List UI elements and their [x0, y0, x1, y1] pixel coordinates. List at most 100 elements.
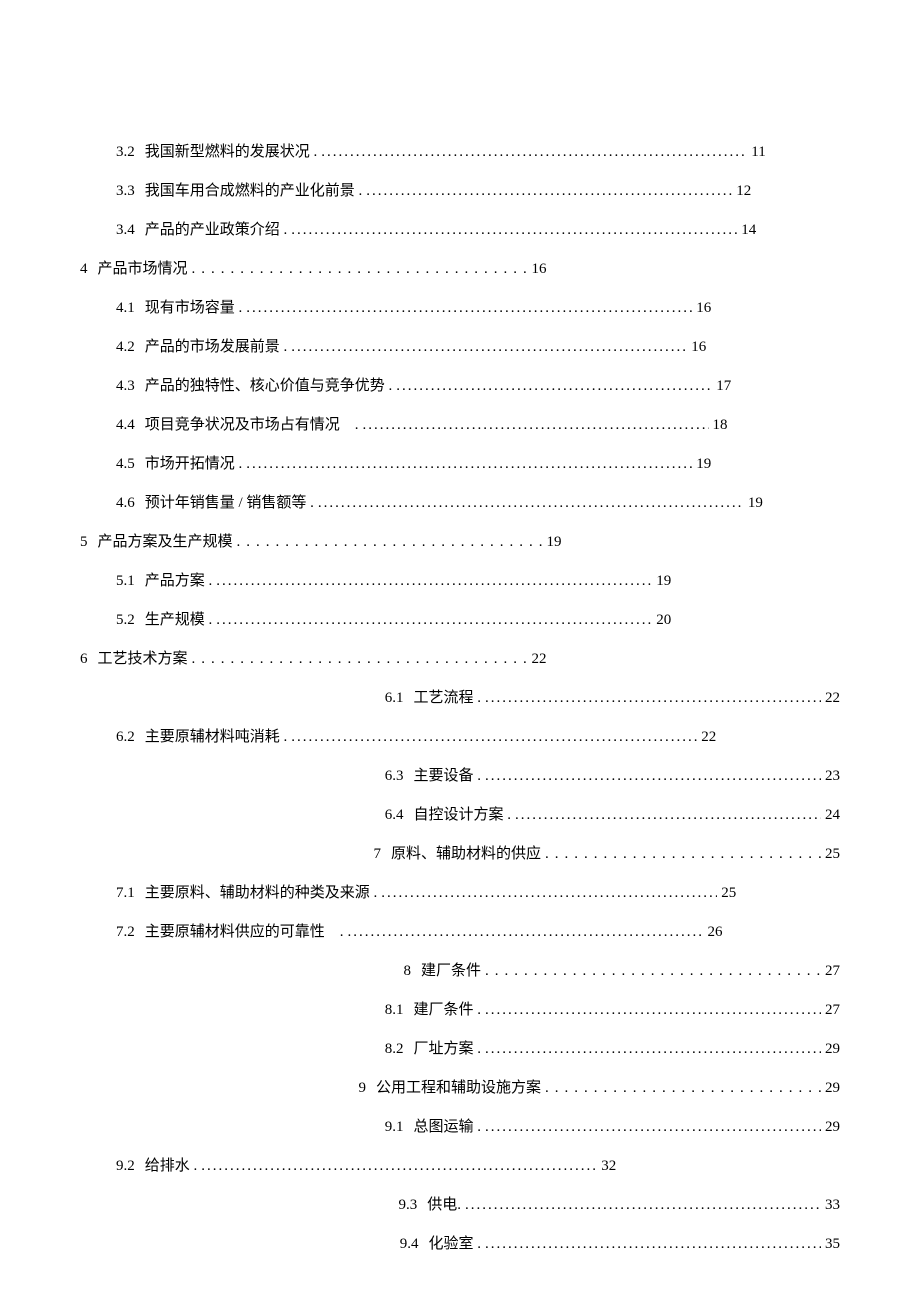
toc-leader-dots: ........................................…	[392, 378, 712, 395]
toc-entry-page: 29	[821, 1119, 840, 1136]
toc-entry: 7原料、辅助材料的供应.............................…	[80, 842, 840, 863]
toc-entry-page: 14	[737, 222, 756, 239]
toc-entry: 5产品方案及生产规模..............................…	[80, 530, 840, 551]
toc-leader-dots: ........................................…	[481, 690, 821, 707]
toc-entry: 4.6预计年销售量 / 销售额等 .......................…	[80, 491, 840, 512]
toc-leader-dots: ........................................…	[541, 846, 821, 863]
toc-entry-number: 4.3	[116, 378, 145, 395]
toc-entry-page: 27	[821, 1002, 840, 1019]
toc-entry-title: 主要设备 .	[413, 764, 481, 785]
toc-entry-page: 22	[821, 690, 840, 707]
toc-entry-number: 5.2	[116, 612, 145, 629]
toc-entry: 9.1总图运输 ................................…	[80, 1115, 840, 1136]
toc-entry-title: 公用工程和辅助设施方案	[376, 1076, 541, 1097]
toc-entry-number: 5.1	[116, 573, 145, 590]
toc-entry-number: 7.2	[116, 924, 145, 941]
toc-entry-number: 3.4	[116, 222, 145, 239]
toc-entry-title: 化验室 .	[428, 1232, 481, 1253]
toc-entry-title: 自控设计方案 .	[413, 803, 511, 824]
toc-entry-page: 16	[692, 300, 711, 317]
toc-leader-dots: ........................................…	[481, 1119, 821, 1136]
toc-entry-number: 4.2	[116, 339, 145, 356]
toc-leader-dots: ........................................…	[481, 1002, 821, 1019]
toc-entry: 4.4项目竞争状况及市场占有情况 .......................…	[80, 413, 840, 434]
toc-entry-number: 9.3	[398, 1197, 427, 1214]
toc-entry: 6.2主要原辅材料吨消耗 ...........................…	[80, 725, 840, 746]
toc-entry-title: 产品的独特性、核心价值与竞争优势 .	[145, 374, 393, 395]
toc-entry-page: 23	[821, 768, 840, 785]
toc-leader-dots: ........................................…	[344, 924, 704, 941]
toc-leader-dots: ........................................…	[481, 768, 821, 785]
toc-entry-title: 工艺流程 .	[413, 686, 481, 707]
toc-entry-page: 20	[652, 612, 671, 629]
toc-entry-page: 27	[821, 963, 840, 980]
toc-entry: 7.1主要原料、辅助材料的种类及来源 .....................…	[80, 881, 840, 902]
toc-entry-page: 25	[717, 885, 736, 902]
toc-entry-title: 产品的产业政策介绍 .	[145, 218, 288, 239]
toc-entry-number: 7	[373, 846, 391, 863]
toc-entry-number: 6.4	[385, 807, 414, 824]
toc-entry-number: 8	[403, 963, 421, 980]
toc-entry-title: 产品方案及生产规模	[98, 530, 233, 551]
toc-entry-title: 市场开拓情况 .	[145, 452, 243, 473]
toc-leader-dots: ........................................…	[242, 300, 692, 317]
toc-leader-dots: ........................................…	[541, 1080, 821, 1097]
toc-entry: 8.2厂址方案 ................................…	[80, 1037, 840, 1058]
toc-entry-number: 3.3	[116, 183, 145, 200]
toc-entry: 5.2生产规模 ................................…	[80, 608, 840, 629]
toc-entry: 6.1工艺流程 ................................…	[80, 686, 840, 707]
toc-leader-dots: ........................................…	[242, 456, 692, 473]
toc-entry-page: 11	[747, 144, 765, 161]
toc-entry-number: 6	[80, 651, 98, 668]
toc-entry-number: 7.1	[116, 885, 145, 902]
toc-entry-number: 9.4	[400, 1236, 429, 1253]
toc-entry-title: 我国新型燃料的发展状况 .	[145, 140, 318, 161]
toc-entry-page: 29	[821, 1080, 840, 1097]
toc-entry-number: 6.1	[385, 690, 414, 707]
toc-entry-title: 主要原辅材料吨消耗 .	[145, 725, 288, 746]
toc-entry-page: 33	[821, 1197, 840, 1214]
toc-entry: 4.3产品的独特性、核心价值与竞争优势 ....................…	[80, 374, 840, 395]
toc-entry-page: 22	[528, 651, 547, 668]
toc-entry-number: 4.4	[116, 417, 145, 434]
toc-entry-page: 17	[712, 378, 731, 395]
toc-entry: 3.2我国新型燃料的发展状况 .........................…	[80, 140, 840, 161]
toc-entry: 3.3我国车用合成燃料的产业化前景 ......................…	[80, 179, 840, 200]
toc-leader-dots: ........................................…	[197, 1158, 597, 1175]
toc-entry-page: 16	[687, 339, 706, 356]
toc-leader-dots: ........................................…	[359, 417, 709, 434]
toc-entry: 4.5市场开拓情况 ..............................…	[80, 452, 840, 473]
toc-entry: 4.2产品的市场发展前景 ...........................…	[80, 335, 840, 356]
toc-leader-dots: ........................................…	[481, 1041, 821, 1058]
toc-entry: 6.3主要设备 ................................…	[80, 764, 840, 785]
toc-entry-page: 16	[528, 261, 547, 278]
toc-entry-page: 18	[709, 417, 728, 434]
toc-entry-title: 预计年销售量 / 销售额等 .	[145, 491, 314, 512]
toc-entry-number: 8.1	[385, 1002, 414, 1019]
toc-entry-number: 9	[358, 1080, 376, 1097]
toc-entry-page: 26	[704, 924, 723, 941]
toc-leader-dots: ........................................…	[481, 963, 821, 980]
toc-entry-number: 5	[80, 534, 98, 551]
toc-entry-number: 4	[80, 261, 98, 278]
toc-entry-title: 现有市场容量 .	[145, 296, 243, 317]
toc-entry-number: 6.2	[116, 729, 145, 746]
toc-entry-title: 产品的市场发展前景 .	[145, 335, 288, 356]
toc-entry: 9.2给排水 .................................…	[80, 1154, 840, 1175]
toc-entry: 8.1建厂条件 ................................…	[80, 998, 840, 1019]
toc-entry-title: 主要原辅材料供应的可靠性 .	[145, 920, 344, 941]
toc-entry-title: 产品市场情况	[98, 257, 188, 278]
toc-entry-title: 厂址方案 .	[413, 1037, 481, 1058]
toc-leader-dots: ........................................…	[317, 144, 747, 161]
toc-entry-page: 19	[744, 495, 763, 512]
toc-entry: 3.4产品的产业政策介绍 ...........................…	[80, 218, 840, 239]
toc-entry-title: 给排水 .	[145, 1154, 198, 1175]
toc-entry-title: 主要原料、辅助材料的种类及来源 .	[145, 881, 378, 902]
toc-leader-dots: ........................................…	[314, 495, 744, 512]
toc-entry-page: 25	[821, 846, 840, 863]
toc-entry-page: 29	[821, 1041, 840, 1058]
toc-entry-number: 9.1	[385, 1119, 414, 1136]
toc-leader-dots: ........................................…	[481, 1236, 821, 1253]
toc-entry-title: 生产规模 .	[145, 608, 213, 629]
toc-entry-title: 工艺技术方案	[98, 647, 188, 668]
